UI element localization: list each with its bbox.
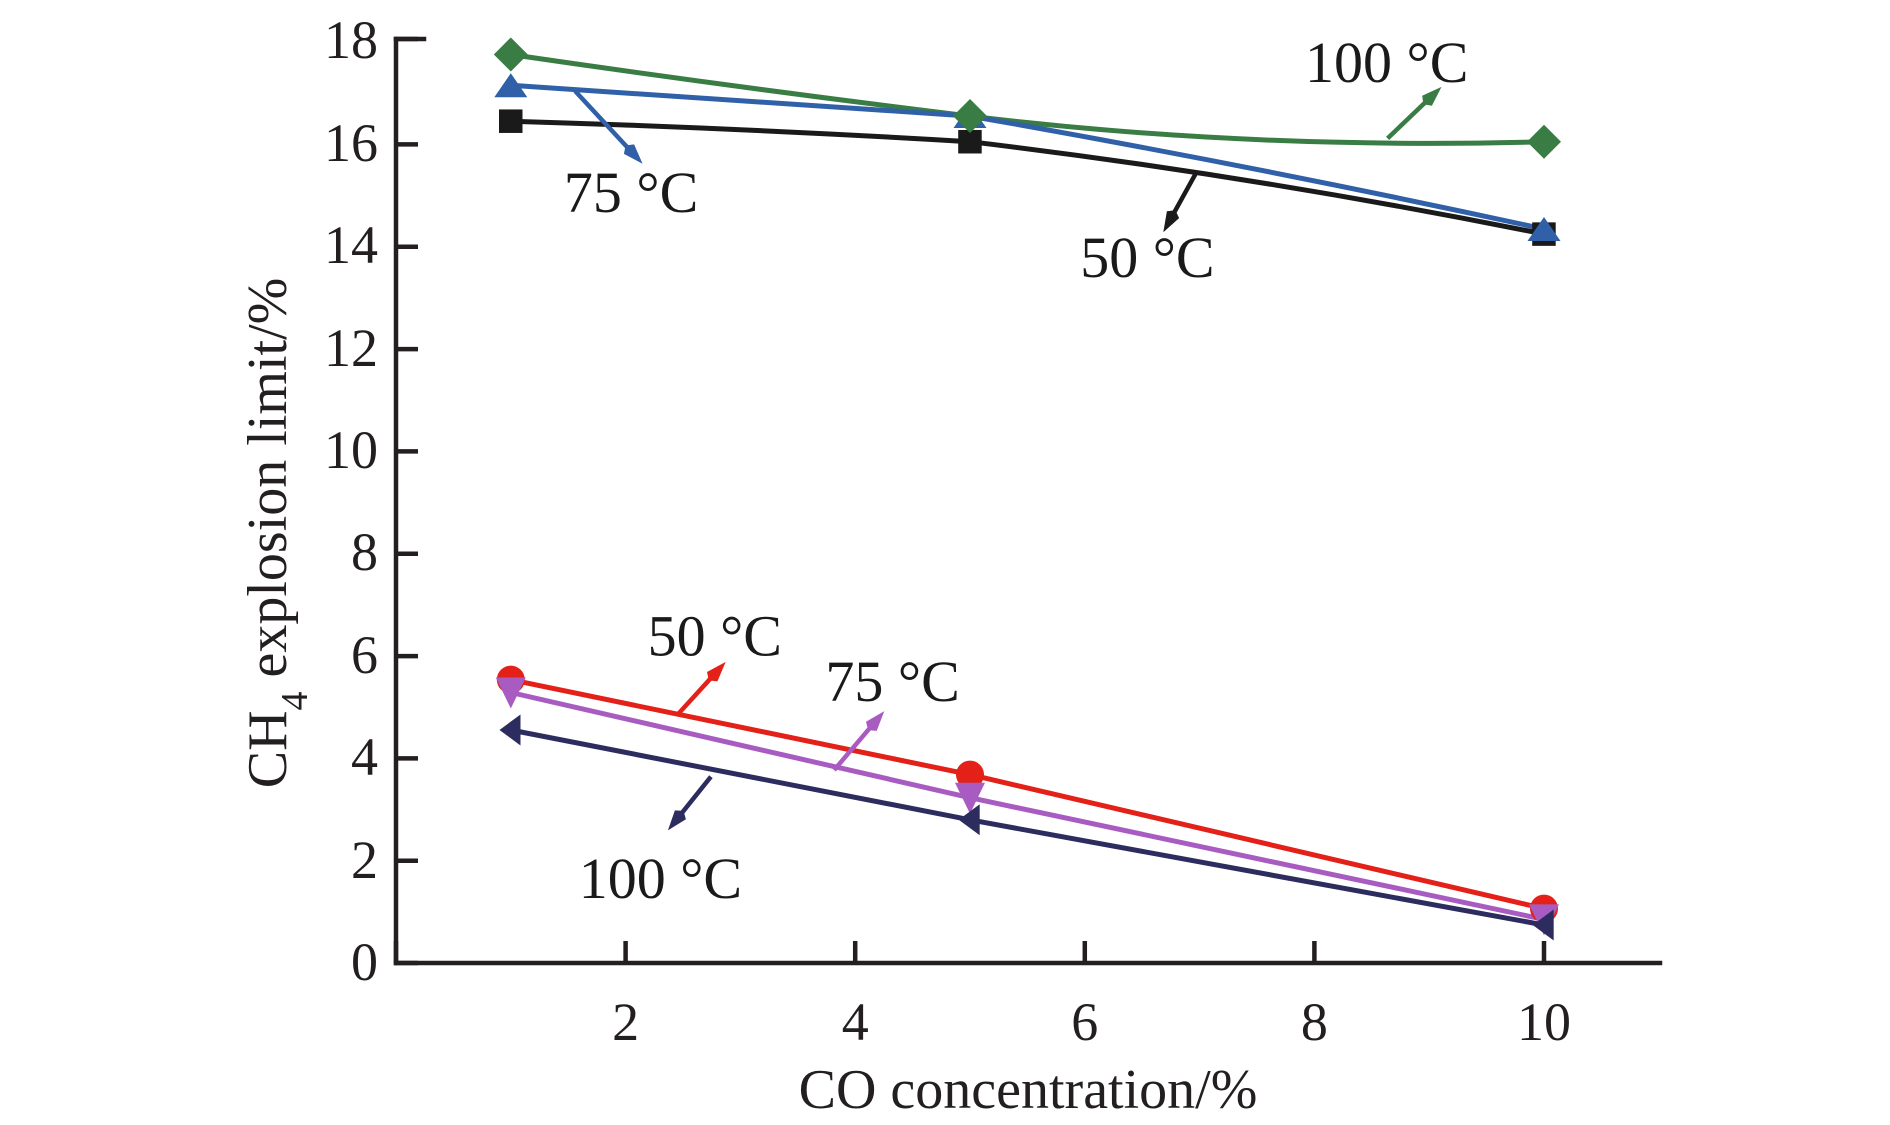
svg-text:CO concentration/%: CO concentration/% — [799, 1059, 1258, 1121]
svg-text:100 °C: 100 °C — [1305, 30, 1468, 95]
svg-text:6: 6 — [351, 625, 378, 685]
svg-text:75 °C: 75 °C — [564, 160, 698, 225]
svg-text:4: 4 — [351, 727, 378, 787]
svg-text:0: 0 — [351, 932, 378, 992]
svg-text:14: 14 — [324, 215, 378, 275]
svg-text:75 °C: 75 °C — [825, 649, 959, 714]
svg-text:10: 10 — [324, 420, 378, 480]
svg-text:12: 12 — [324, 318, 378, 378]
svg-text:4: 4 — [842, 992, 869, 1052]
svg-text:50 °C: 50 °C — [648, 604, 782, 669]
svg-text:8: 8 — [1301, 992, 1328, 1052]
svg-text:2: 2 — [351, 830, 378, 890]
svg-text:6: 6 — [1071, 992, 1098, 1052]
svg-text:16: 16 — [324, 113, 378, 173]
svg-text:50 °C: 50 °C — [1080, 225, 1214, 290]
svg-text:18: 18 — [324, 10, 378, 70]
svg-text:8: 8 — [351, 522, 378, 582]
svg-text:2: 2 — [612, 992, 639, 1052]
svg-text:100 °C: 100 °C — [579, 846, 742, 911]
svg-text:10: 10 — [1517, 992, 1571, 1052]
